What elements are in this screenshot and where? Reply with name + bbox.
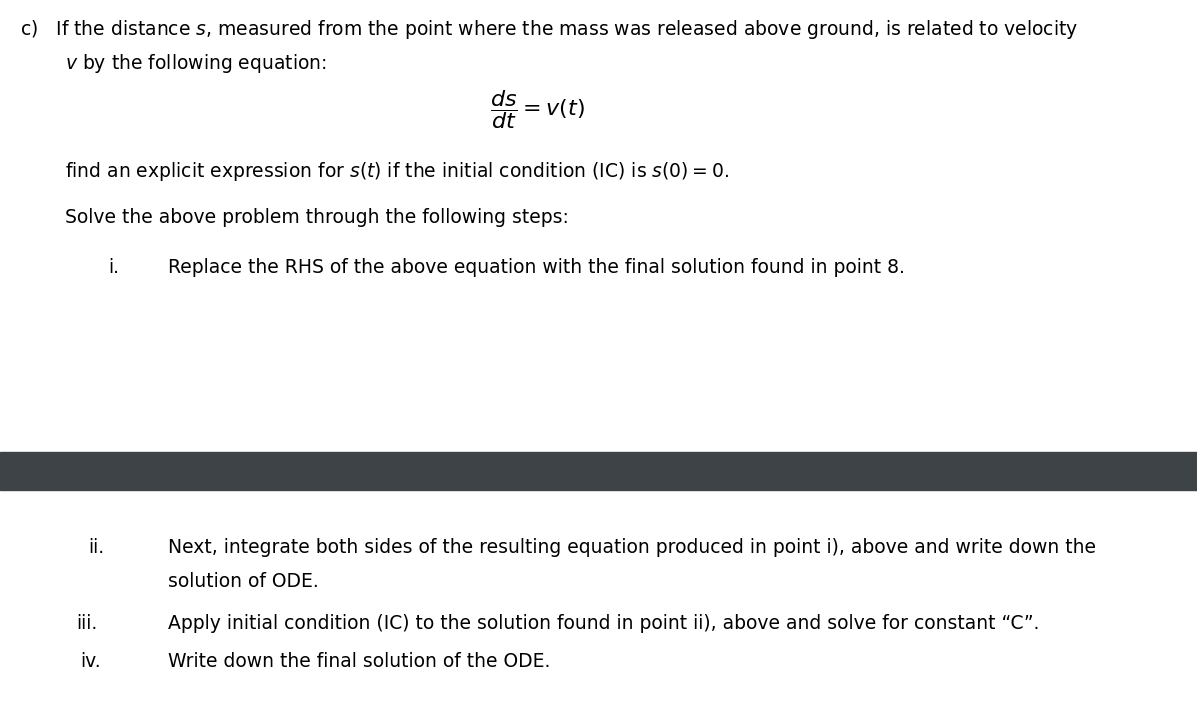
Text: $\dfrac{ds}{dt} = v(t)$: $\dfrac{ds}{dt} = v(t)$ — [490, 88, 585, 131]
Text: Write down the final solution of the ODE.: Write down the final solution of the ODE… — [168, 652, 551, 671]
Text: Apply initial condition (IC) to the solution found in point ii), above and solve: Apply initial condition (IC) to the solu… — [168, 614, 1039, 633]
Text: iii.: iii. — [75, 614, 97, 633]
Text: i.: i. — [108, 258, 119, 277]
Text: $v$ by the following equation:: $v$ by the following equation: — [65, 52, 327, 75]
Text: Solve the above problem through the following steps:: Solve the above problem through the foll… — [65, 208, 569, 227]
Text: solution of ODE.: solution of ODE. — [168, 572, 318, 591]
Text: Replace the RHS of the above equation with the final solution found in point 8.: Replace the RHS of the above equation wi… — [168, 258, 905, 277]
Text: iv.: iv. — [80, 652, 101, 671]
Bar — [0, 452, 1197, 490]
Text: find an explicit expression for $s(t)$ if the initial condition (IC) is $s(0) = : find an explicit expression for $s(t)$ i… — [65, 160, 729, 183]
Text: Next, integrate both sides of the resulting equation produced in point i), above: Next, integrate both sides of the result… — [168, 538, 1096, 557]
Text: c)   If the distance $s$, measured from the point where the mass was released ab: c) If the distance $s$, measured from th… — [20, 18, 1078, 41]
Text: ii.: ii. — [89, 538, 104, 557]
